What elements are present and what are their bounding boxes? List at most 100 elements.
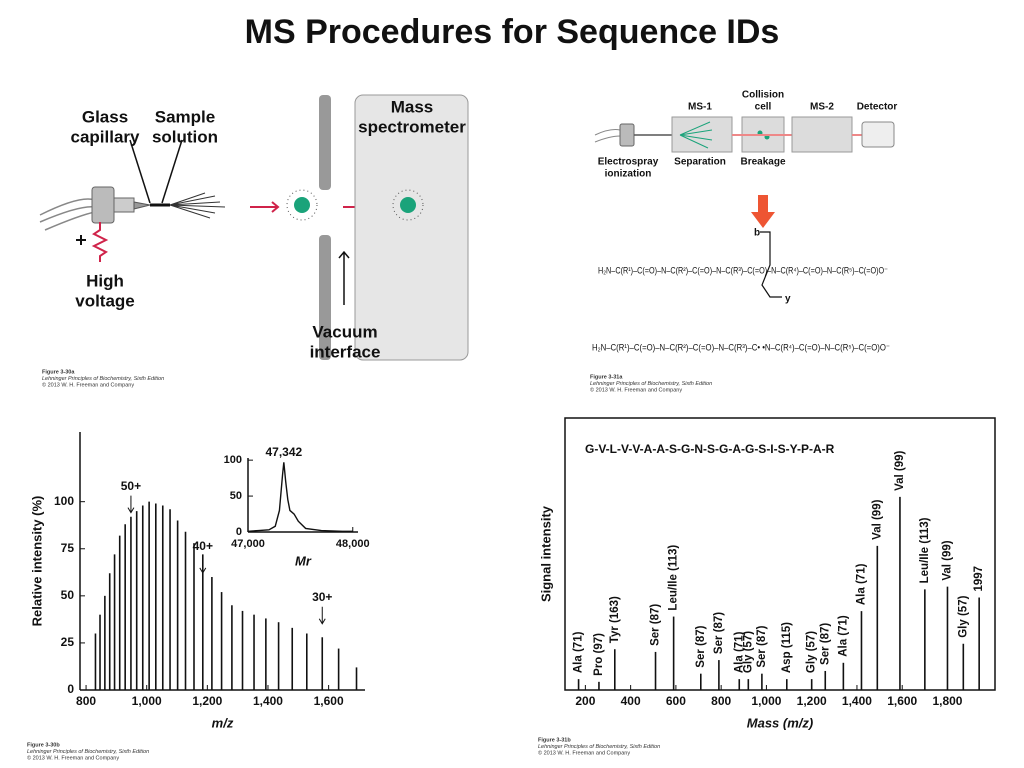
peak-label: Ala (71) <box>733 631 745 673</box>
y-tick-label: 50 <box>230 490 242 502</box>
label-line: MS-2 <box>810 102 834 113</box>
peak-label: Ala (71) <box>573 631 585 673</box>
x-tick-label: 48,000 <box>336 538 370 550</box>
droplet-charges <box>286 189 318 221</box>
mass-spectrometer-box <box>354 94 469 361</box>
annotation-arrow <box>127 495 135 514</box>
separation-paths <box>679 121 713 149</box>
peak-label: Gly (57) <box>742 631 754 673</box>
y-axis-label: Relative intensity (%) <box>29 496 44 627</box>
figure-caption: Lehninger Principles of Biochemistry, Si… <box>27 749 149 755</box>
ion <box>400 197 416 213</box>
ms2-box <box>791 116 853 153</box>
label-line: Detector <box>857 102 898 113</box>
label-line: Separation <box>674 157 726 168</box>
figure-caption: Lehninger Principles of Biochemistry, Si… <box>590 381 712 387</box>
label-line: Electrospray <box>598 157 659 168</box>
annotation: 30+ <box>312 590 332 604</box>
detector-box <box>861 121 895 148</box>
label-line: ionization <box>605 169 652 180</box>
annotation: 50+ <box>121 479 141 493</box>
fragment-label: b <box>754 228 760 239</box>
sequence-label: G-V-L-V-V-A-A-S-G-N-S-G-A-G-S-I-S-Y-P-A-… <box>585 442 835 456</box>
figure-caption: Lehninger Principles of Biochemistry, Si… <box>42 376 164 382</box>
x-tick-label: 1,600 <box>887 694 917 708</box>
x-tick-label: 600 <box>666 694 686 708</box>
droplet <box>294 197 310 213</box>
peak-label: Leu/Ile (113) <box>919 517 931 583</box>
capillary-body <box>113 197 135 213</box>
slide-title: MS Procedures for Sequence IDs <box>245 13 780 51</box>
figure-caption: Figure 3-30a <box>42 369 75 375</box>
peak-label: Ser (87) <box>650 604 662 646</box>
peak-label: Val (99) <box>942 540 954 580</box>
label-line: solution <box>152 127 218 146</box>
spectrum-line <box>247 462 353 532</box>
peak-label: Asp (115) <box>781 622 793 673</box>
peak-label: Ala (71) <box>837 615 849 657</box>
label-line: Glass <box>82 107 128 126</box>
peak-label: Gly (57) <box>806 631 818 673</box>
figure-caption: Figure 3-31a <box>590 374 623 380</box>
y-tick-label: 50 <box>61 588 75 602</box>
wall <box>319 235 331 360</box>
x-axis-label: Mass (m/z) <box>747 715 813 730</box>
peak-label: Ser (87) <box>713 612 725 654</box>
label-line: cell <box>755 102 772 113</box>
y-axis-label: Signal intensity <box>538 505 553 602</box>
label-line: capillary <box>71 127 141 146</box>
x-axis-label: Mr <box>295 553 312 568</box>
label-line: Mass <box>391 97 434 116</box>
x-tick-label: 400 <box>621 694 641 708</box>
label-line: High <box>86 271 124 290</box>
y-tick-label: 100 <box>54 494 74 508</box>
label-line: spectrometer <box>358 117 466 136</box>
chemical-structure: H₂N–C(R¹)–C(=O)–N–C(R²)–C(=O)–N–C(R³)–C•… <box>592 342 890 352</box>
spray <box>169 192 226 219</box>
label-line: Collision <box>742 90 784 101</box>
x-tick-label: 1,400 <box>253 694 283 708</box>
cable <box>39 198 96 231</box>
annotation-arrow <box>318 606 326 625</box>
vacuum-arrow <box>338 250 350 305</box>
x-tick-label: 1,000 <box>751 694 781 708</box>
fragment-label: y <box>785 294 791 305</box>
cleavage-line <box>760 231 782 298</box>
y-tick-label: 25 <box>61 635 75 649</box>
x-tick-label: 800 <box>76 694 96 708</box>
label-line: voltage <box>75 291 135 310</box>
figure-caption: Figure 3-31b <box>538 737 571 743</box>
ion-charges <box>392 189 424 221</box>
y-tick-label: 75 <box>61 541 75 555</box>
x-tick-label: 1,000 <box>132 694 162 708</box>
label-line: MS-1 <box>688 102 712 113</box>
peak-label: Tyr (163) <box>609 596 621 643</box>
chemical-structure: H₂N–C(R¹)–C(=O)–N–C(R²)–C(=O)–N–C(R³)–C(… <box>598 265 888 275</box>
esi-schematic <box>39 94 469 361</box>
peak-label: Ser (87) <box>819 623 831 665</box>
peak-label: Leu/Ile (113) <box>668 545 680 611</box>
plus-sign <box>76 235 86 245</box>
x-tick-label: 1,400 <box>842 694 872 708</box>
x-tick-label: 1,800 <box>932 694 962 708</box>
annotation-arrow <box>199 555 207 574</box>
peak-label: Ser (87) <box>756 625 768 667</box>
peak-label: 1997 <box>973 566 985 592</box>
x-axis-label: m/z <box>212 715 234 730</box>
annotation: 47,342 <box>265 445 302 459</box>
peak-label: Ser (87) <box>695 625 707 667</box>
plot-frame <box>564 417 996 691</box>
figure-caption: Lehninger Principles of Biochemistry, Si… <box>538 744 660 750</box>
peak-label: Val (99) <box>894 450 906 490</box>
y-tick-label: 0 <box>67 682 74 696</box>
resistor <box>91 222 109 262</box>
pointer <box>161 139 183 204</box>
figure-caption: © 2013 W. H. Freeman and Company <box>590 386 682 393</box>
peak-label: Gly (57) <box>957 595 969 637</box>
peak-label: Val (99) <box>871 499 883 539</box>
x-tick-label: 200 <box>575 694 595 708</box>
msms-schematic <box>594 116 895 298</box>
label-line: Vacuum <box>312 322 377 341</box>
x-tick-label: 800 <box>711 694 731 708</box>
wall <box>319 95 331 190</box>
